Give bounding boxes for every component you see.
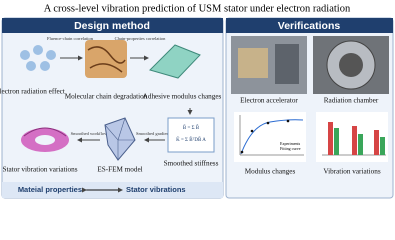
item-label: Radiation chamber [324, 97, 379, 105]
item-label: Electron accelerator [240, 97, 298, 105]
title: A cross-level vibration prediction of US… [44, 3, 351, 14]
footer-right: Stator vibrations [126, 185, 186, 194]
item-label: Vibration variations [323, 168, 380, 176]
graphical-abstract: A cross-level vibration prediction of US… [0, 3, 394, 199]
design-header-bar [2, 18, 223, 33]
item-label: Modulus changes [245, 168, 296, 176]
vibration-chart [316, 112, 388, 162]
design-header: Design method [74, 20, 150, 32]
chain-icon [85, 40, 127, 78]
verify-header: Verifications [278, 20, 341, 32]
svg-text:K̄ = Σ B̄ᵀDB̄ A: K̄ = Σ B̄ᵀDB̄ A [176, 137, 206, 143]
edge-label: Fluence-chain correlation [47, 36, 94, 41]
node-label: Molecular chain degradation [65, 93, 148, 101]
node-label: Smoothed stiffness [164, 160, 219, 168]
stiffness-icon: B̄ = Σ B̃ K̄ = Σ B̄ᵀDB̄ A [167, 117, 215, 153]
electron-icon [20, 45, 56, 71]
legend: Fitting curve [280, 146, 301, 151]
node-label: Stator vibration variations [2, 166, 77, 174]
adhesive-icon [149, 44, 201, 79]
legend: Experiments [280, 141, 301, 146]
node-label: ES-FEM model [97, 166, 142, 174]
edge-label: Smoothed workflow [71, 131, 109, 136]
stator-icon [21, 127, 69, 152]
verify-header-bar [226, 18, 393, 33]
modulus-chart [234, 112, 306, 162]
node-label: Adhesive modulus changes [143, 93, 222, 101]
mesh-icon [104, 117, 136, 161]
svg-text:B̄ = Σ B̃: B̄ = Σ B̃ [183, 125, 200, 131]
edge-label: Chain-properties correlation [115, 36, 167, 41]
edge-label: Smoothed gradient [136, 131, 171, 136]
node-label: Electron radiation effect [0, 88, 65, 96]
footer-left: Mateial properties [18, 185, 82, 194]
